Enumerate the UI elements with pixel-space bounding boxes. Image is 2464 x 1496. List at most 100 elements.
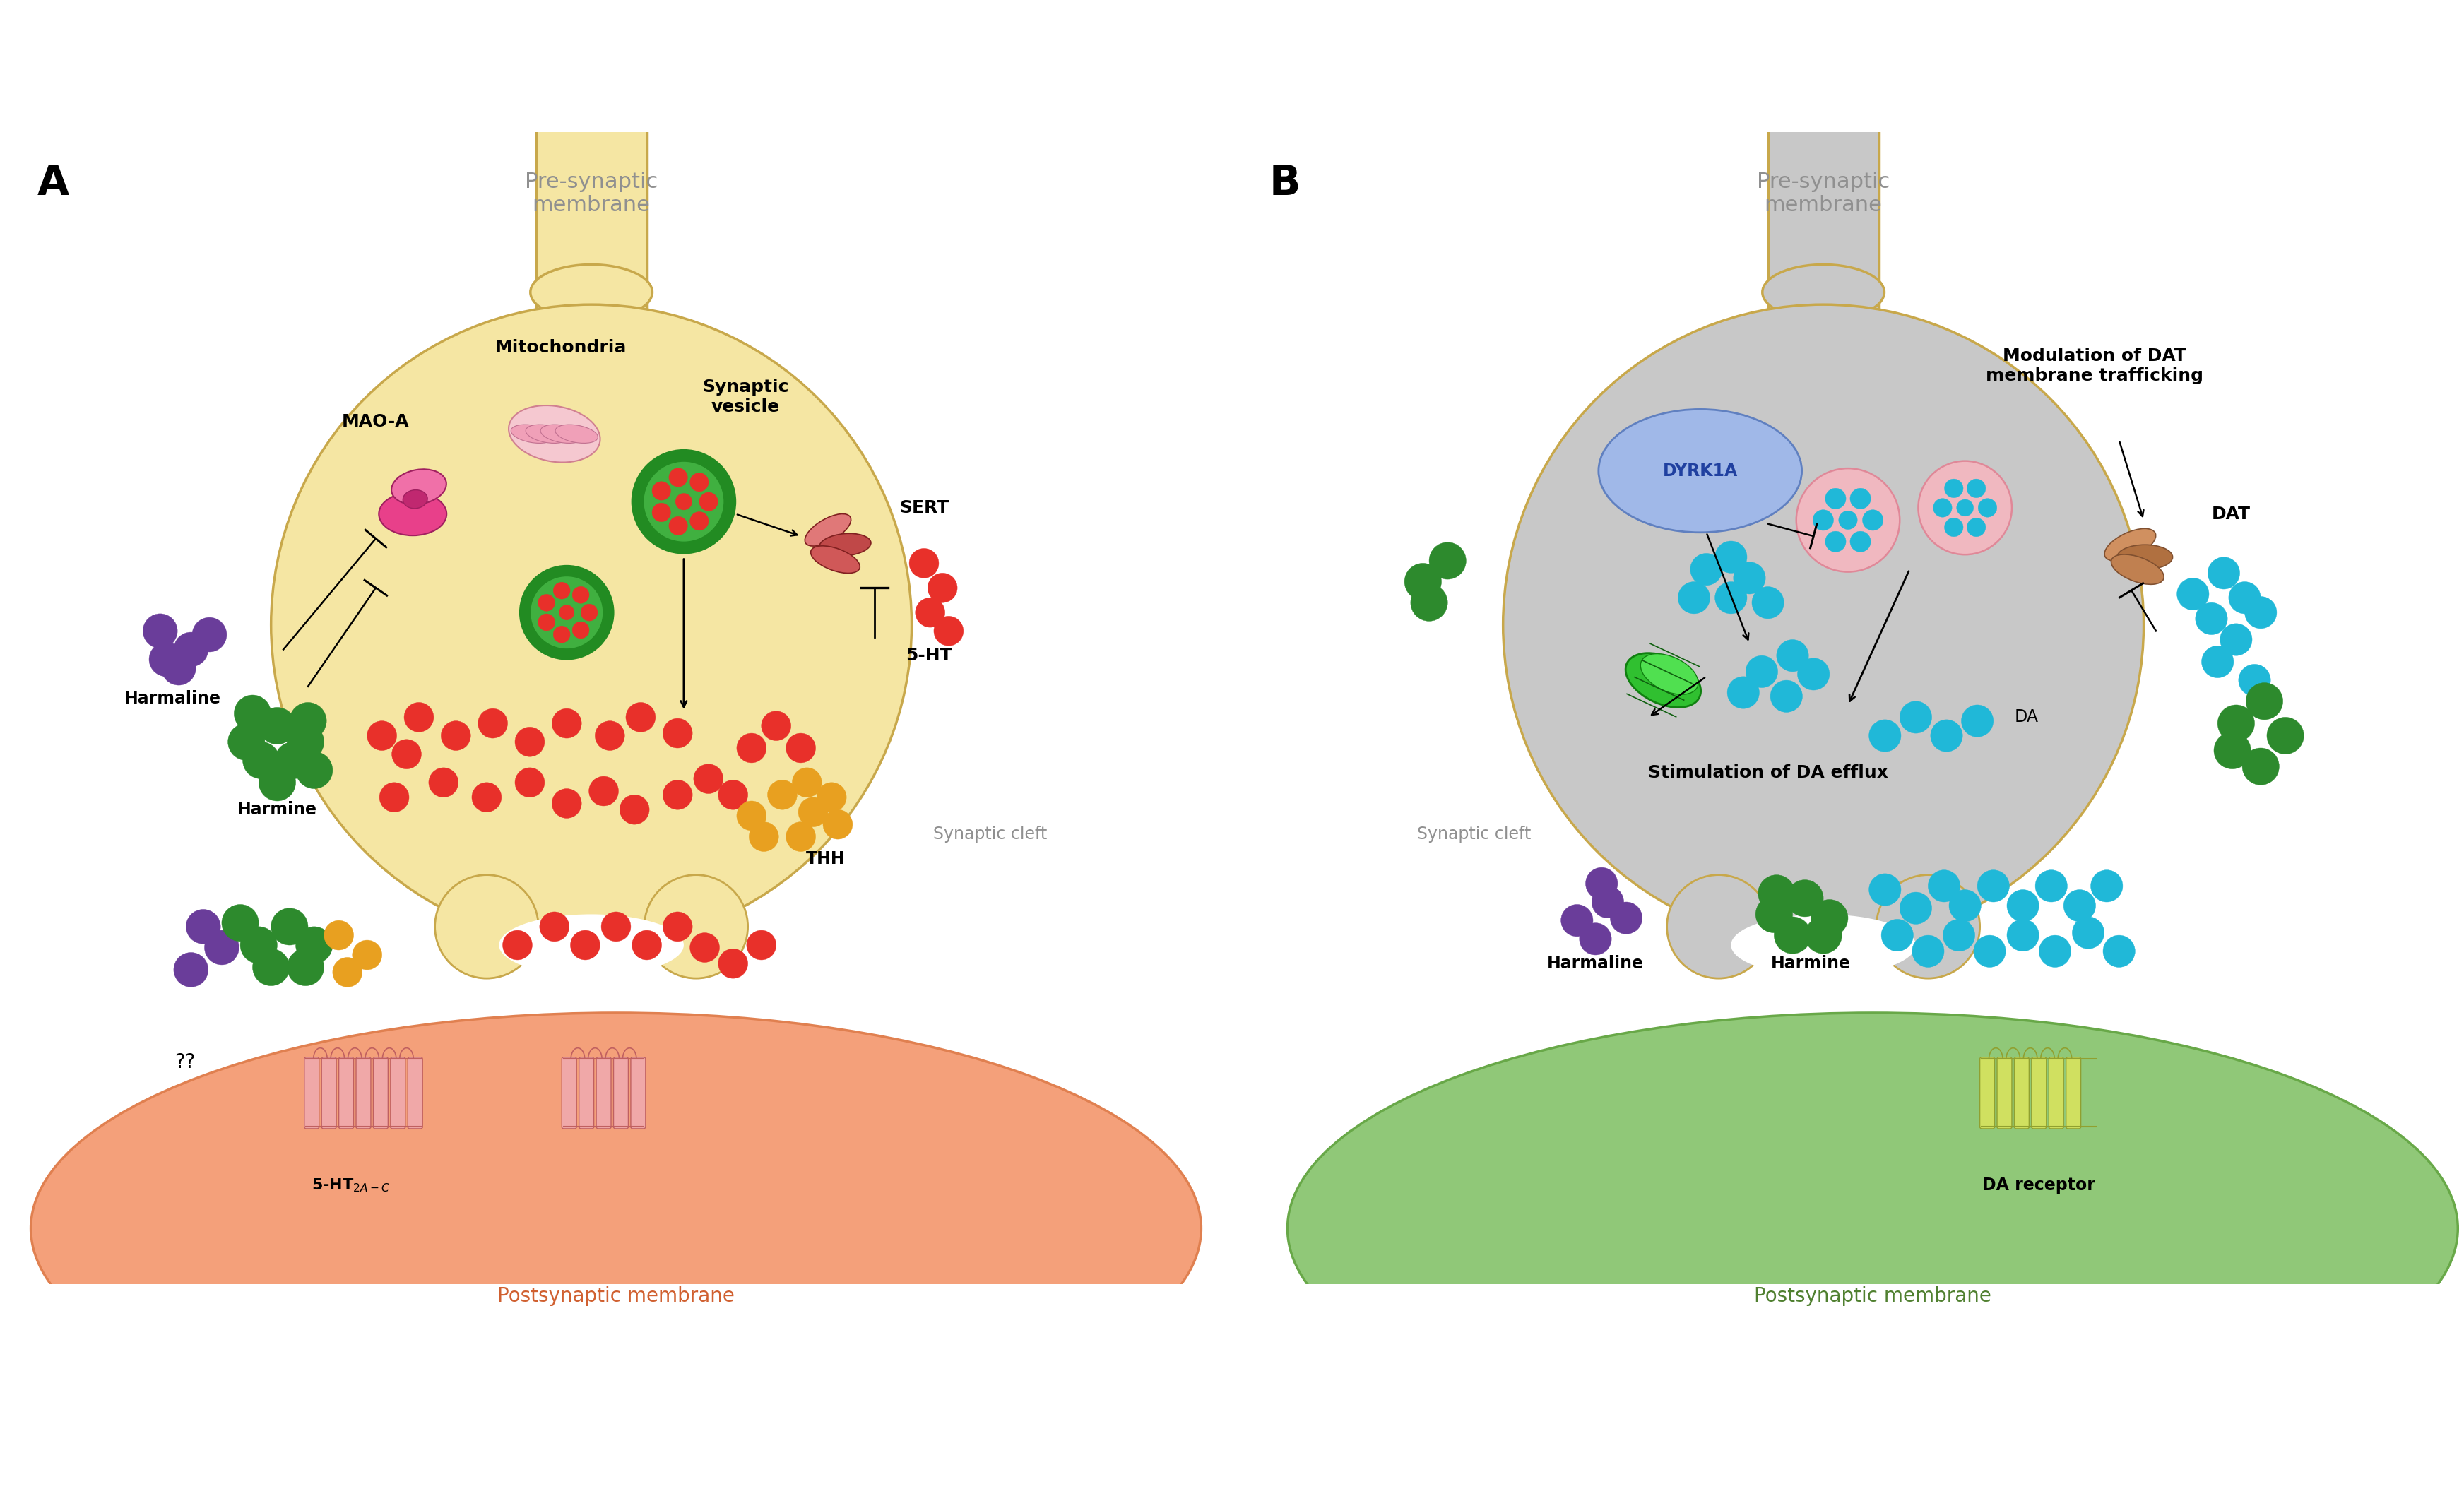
Text: Postsynaptic membrane: Postsynaptic membrane xyxy=(498,1287,734,1306)
Circle shape xyxy=(798,797,828,827)
Circle shape xyxy=(163,651,197,685)
Circle shape xyxy=(1838,510,1858,530)
Circle shape xyxy=(2006,919,2038,951)
Circle shape xyxy=(333,957,362,987)
Circle shape xyxy=(1900,892,1932,925)
Circle shape xyxy=(1976,871,2011,902)
Text: Synaptic cleft: Synaptic cleft xyxy=(934,826,1047,842)
Circle shape xyxy=(473,782,503,812)
Text: DYRK1A: DYRK1A xyxy=(1663,462,1737,479)
Circle shape xyxy=(1826,488,1846,509)
Circle shape xyxy=(352,939,382,969)
Ellipse shape xyxy=(2117,545,2173,570)
Circle shape xyxy=(323,920,355,950)
Ellipse shape xyxy=(530,265,653,320)
Circle shape xyxy=(1611,902,1641,934)
Circle shape xyxy=(2089,871,2124,902)
Ellipse shape xyxy=(1730,914,1917,975)
Text: ??: ?? xyxy=(175,1052,195,1073)
Circle shape xyxy=(737,733,766,763)
Text: Stimulation of DA efflux: Stimulation of DA efflux xyxy=(1648,764,1887,781)
Circle shape xyxy=(1777,640,1809,672)
Circle shape xyxy=(1934,498,1951,518)
FancyBboxPatch shape xyxy=(1996,1058,2011,1128)
Circle shape xyxy=(254,948,291,986)
Circle shape xyxy=(1966,479,1986,498)
Circle shape xyxy=(503,931,532,960)
Circle shape xyxy=(816,782,848,812)
Ellipse shape xyxy=(540,425,584,443)
Circle shape xyxy=(1727,676,1759,709)
Text: DA: DA xyxy=(2016,709,2038,726)
Circle shape xyxy=(234,696,271,732)
Circle shape xyxy=(791,767,823,797)
Circle shape xyxy=(1956,500,1974,516)
Circle shape xyxy=(192,618,227,652)
Circle shape xyxy=(227,724,266,760)
Circle shape xyxy=(1850,488,1870,509)
Text: Pre-synaptic
membrane: Pre-synaptic membrane xyxy=(525,172,658,215)
Circle shape xyxy=(1429,542,1466,579)
Text: Synaptic
vesicle: Synaptic vesicle xyxy=(702,378,788,416)
Circle shape xyxy=(1715,582,1747,613)
Circle shape xyxy=(909,549,939,577)
Circle shape xyxy=(2038,935,2070,968)
Circle shape xyxy=(367,721,397,751)
Circle shape xyxy=(1735,562,1764,594)
Ellipse shape xyxy=(806,513,850,546)
Circle shape xyxy=(1961,705,1993,738)
Circle shape xyxy=(429,767,458,797)
Circle shape xyxy=(1769,681,1801,712)
Ellipse shape xyxy=(811,546,860,573)
Text: 5-HT$_{2A-C}$: 5-HT$_{2A-C}$ xyxy=(313,1177,389,1194)
Circle shape xyxy=(537,613,554,631)
Ellipse shape xyxy=(510,425,554,443)
Circle shape xyxy=(572,622,589,639)
Circle shape xyxy=(1942,919,1976,951)
Circle shape xyxy=(643,461,724,542)
Ellipse shape xyxy=(821,534,870,557)
Circle shape xyxy=(719,948,749,978)
Circle shape xyxy=(690,512,710,531)
Circle shape xyxy=(1503,305,2144,945)
Text: MAO-A: MAO-A xyxy=(342,413,409,429)
Circle shape xyxy=(1757,896,1794,934)
Circle shape xyxy=(530,576,604,649)
Circle shape xyxy=(276,742,310,779)
Circle shape xyxy=(1757,875,1794,913)
Circle shape xyxy=(2242,748,2279,785)
Circle shape xyxy=(1880,919,1912,951)
FancyBboxPatch shape xyxy=(631,1058,646,1128)
Circle shape xyxy=(2215,732,2252,769)
Circle shape xyxy=(205,931,239,965)
Circle shape xyxy=(934,616,963,646)
Text: Modulation of DAT
membrane trafficking: Modulation of DAT membrane trafficking xyxy=(1986,349,2203,384)
Circle shape xyxy=(515,767,545,797)
Circle shape xyxy=(172,953,207,987)
Ellipse shape xyxy=(554,425,599,443)
Circle shape xyxy=(2178,577,2210,610)
Circle shape xyxy=(2062,890,2094,922)
Circle shape xyxy=(520,565,614,660)
Circle shape xyxy=(143,613,177,648)
FancyBboxPatch shape xyxy=(537,0,646,317)
FancyBboxPatch shape xyxy=(2050,1058,2065,1128)
Circle shape xyxy=(663,913,692,941)
Circle shape xyxy=(222,905,259,941)
Circle shape xyxy=(1796,468,1900,571)
Circle shape xyxy=(1579,923,1611,954)
Circle shape xyxy=(1878,875,1981,978)
Circle shape xyxy=(172,633,207,667)
Circle shape xyxy=(259,764,296,800)
Text: 5-HT: 5-HT xyxy=(907,648,951,664)
Ellipse shape xyxy=(392,470,446,504)
Circle shape xyxy=(1932,720,1961,751)
Circle shape xyxy=(1826,531,1846,552)
Circle shape xyxy=(1949,890,1981,922)
Circle shape xyxy=(572,586,589,603)
Ellipse shape xyxy=(32,1013,1202,1444)
FancyBboxPatch shape xyxy=(392,1058,407,1128)
Ellipse shape xyxy=(404,489,426,509)
Ellipse shape xyxy=(2104,528,2156,561)
Circle shape xyxy=(2267,717,2304,754)
